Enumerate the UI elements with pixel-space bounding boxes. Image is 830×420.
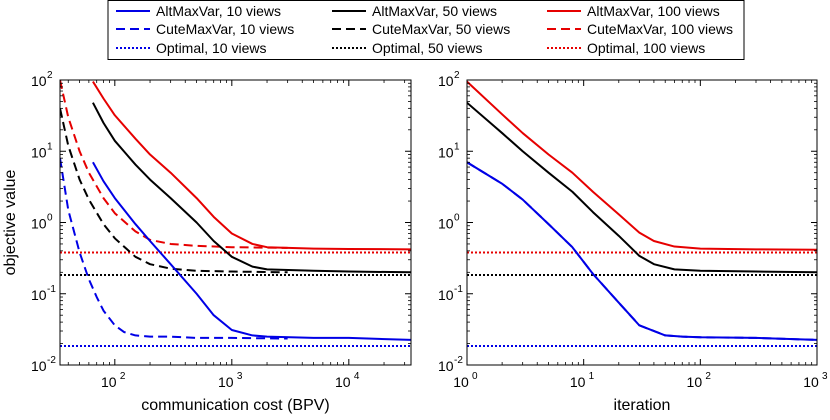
left-plot-area [60, 80, 411, 365]
left-y-tick-label-1: 10 [31, 144, 47, 160]
left-x-tick-exp-3: 3 [237, 371, 243, 382]
legend-label-optimal-100-views: Optimal, 100 views [587, 40, 705, 56]
right-series-altmaxvar-100-views [467, 80, 817, 251]
left-series-cutemaxvar-10-views [60, 157, 288, 340]
right-x-tick-exp-3: 3 [822, 371, 828, 382]
left-y-tick-exp-2: 2 [47, 70, 53, 81]
left-x-axis-label: communication cost (BPV) [141, 397, 330, 414]
right-x-tick-exp-0: 0 [472, 371, 478, 382]
legend-label-optimal-10-views: Optimal, 10 views [156, 40, 266, 56]
left-minor-ticks [60, 80, 411, 365]
right-y-tick-label-2: 10 [438, 73, 454, 89]
right-plot-area [467, 80, 817, 365]
left-series-cutemaxvar-50-views [60, 108, 288, 274]
right-minor-ticks [467, 80, 817, 365]
right-y-tick-label-0: 10 [438, 216, 454, 232]
right-x-tick-label-0: 10 [453, 374, 469, 390]
right-y-tick-exp-1: 1 [454, 141, 460, 152]
left-y-tick-label-0: 10 [31, 216, 47, 232]
left-series-altmaxvar-10-views [92, 161, 411, 341]
right-y-tick-exp-2: 2 [454, 70, 460, 81]
left-series-altmaxvar-100-views [92, 81, 411, 251]
right-y-tick-label--1: 10 [438, 287, 454, 303]
legend-label-optimal-50-views: Optimal, 50 views [372, 40, 482, 56]
left-y-tick-exp-1: 1 [47, 141, 53, 152]
legend-label-cutemaxvar-10-views: CuteMaxVar, 10 views [156, 21, 294, 37]
right-y-tick-exp--1: -1 [454, 284, 463, 295]
left-x-tick-exp-4: 4 [354, 371, 360, 382]
legend-label-cutemaxvar-50-views: CuteMaxVar, 50 views [372, 21, 510, 37]
right-y-tick-label-1: 10 [438, 144, 454, 160]
legend-label-altmaxvar-50-views: AltMaxVar, 50 views [372, 3, 497, 19]
right-series-altmaxvar-10-views [467, 161, 817, 341]
right-x-tick-exp-2: 2 [705, 371, 711, 382]
left-y-tick-label--2: 10 [31, 358, 47, 374]
left-series-cutemaxvar-100-views [60, 80, 288, 249]
right-x-tick-label-1: 10 [570, 374, 586, 390]
legend-box [107, 0, 745, 60]
left-y-tick-label-2: 10 [31, 73, 47, 89]
legend: AltMaxVar, 10 views AltMaxVar, 50 views Al… [107, 0, 745, 60]
left-series-altmaxvar-50-views [92, 102, 411, 274]
legend-label-altmaxvar-10-views: AltMaxVar, 10 views [156, 3, 281, 19]
left-y-tick-exp-0: 0 [47, 213, 53, 224]
legend-label-altmaxvar-100-views: AltMaxVar, 100 views [587, 3, 720, 19]
left-y-tick-exp--1: -1 [47, 284, 56, 295]
left-x-tick-label-4: 10 [335, 374, 351, 390]
left-y-axis-label: objective value [2, 169, 19, 275]
right-x-tick-label-2: 10 [687, 374, 703, 390]
panel-left: 10 2 10 3 10 410 -210 -110 010 110 2communication … [2, 70, 412, 414]
right-y-tick-exp-0: 0 [454, 213, 460, 224]
right-x-axis-label: iteration [614, 397, 671, 414]
right-y-tick-label--2: 10 [438, 358, 454, 374]
left-series [60, 80, 411, 347]
left-y-tick-exp--2: -2 [47, 355, 56, 366]
right-series-altmaxvar-50-views [467, 101, 817, 274]
right-y-tick-exp--2: -2 [454, 355, 463, 366]
left-x-tick-label-3: 10 [218, 374, 234, 390]
left-y-tick-label--1: 10 [31, 287, 47, 303]
right-x-tick-exp-1: 1 [589, 371, 595, 382]
left-x-tick-exp-2: 2 [120, 371, 126, 382]
right-series [467, 80, 817, 347]
right-x-tick-label-3: 10 [803, 374, 819, 390]
left-x-tick-label-2: 10 [101, 374, 117, 390]
legend-label-cutemaxvar-100-views: CuteMaxVar, 100 views [587, 21, 733, 37]
